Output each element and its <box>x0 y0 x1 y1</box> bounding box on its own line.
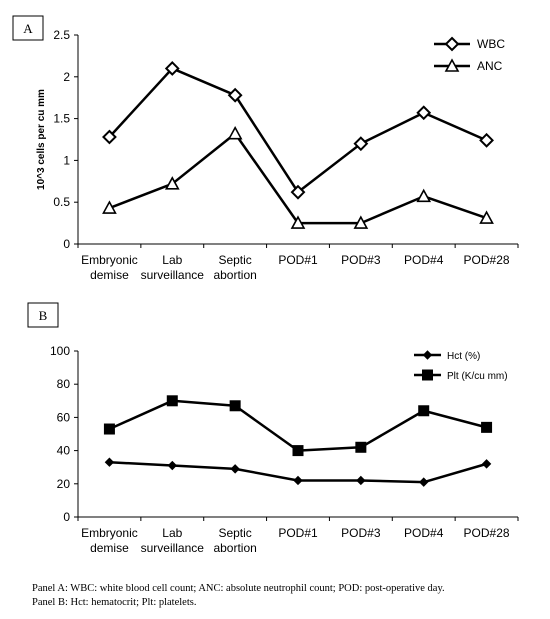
x-category-label-a: POD#1 <box>278 253 318 267</box>
data-point-a-1 <box>227 125 243 140</box>
data-point-b-0 <box>481 459 492 469</box>
data-point-b-1 <box>481 421 493 433</box>
y-tick-label-b: 80 <box>57 377 71 391</box>
panel-label-box-b <box>27 302 59 328</box>
data-point-a-1 <box>416 188 432 203</box>
data-point-b-0 <box>356 475 366 486</box>
x-category-label-a: Septic abortion <box>213 253 256 282</box>
data-point-a-0 <box>227 87 243 103</box>
panel-label-box-a <box>12 15 44 41</box>
data-point-a-0 <box>353 136 369 152</box>
y-axis-label-a: 10^3 cells per cu mm <box>36 89 47 190</box>
data-point-a-1 <box>479 210 494 224</box>
x-category-label-a: POD#28 <box>464 253 510 267</box>
legend-label-b-0: Hct (%) <box>447 351 480 362</box>
x-category-label-b: POD#28 <box>464 526 510 540</box>
legend-marker-a-0 <box>444 36 460 52</box>
data-point-b-0 <box>419 477 429 487</box>
caption-line-1: Panel A: WBC: white blood cell count; AN… <box>32 583 445 594</box>
data-point-a-1 <box>290 215 306 229</box>
caption-line-2: Panel B: Hct: hematocrit; Plt: platelets… <box>32 597 197 608</box>
series-line-b-1 <box>108 399 487 452</box>
y-tick-label-a: 0 <box>63 237 70 251</box>
y-tick-label-b: 20 <box>57 477 71 491</box>
data-point-b-1 <box>418 405 430 417</box>
x-category-label-b: POD#1 <box>278 526 318 540</box>
x-category-label-a: Lab surveillance <box>141 253 205 282</box>
legend-marker-a-1 <box>444 58 460 72</box>
series-a-1 <box>102 125 494 229</box>
y-tick-label-b: 0 <box>63 510 70 524</box>
y-tick-label-a: 2 <box>63 70 70 84</box>
data-point-b-1 <box>103 423 115 435</box>
legend-label-a-0: WBC <box>477 37 505 51</box>
series-a-0 <box>102 61 494 200</box>
data-point-b-0 <box>293 475 303 486</box>
legend-entry-b-0: Hct (%) <box>414 350 480 362</box>
legend-label-b-1: Plt (K/cu mm) <box>447 371 508 382</box>
data-point-a-0 <box>416 105 432 121</box>
legend-entry-a-1: ANC <box>434 58 503 73</box>
legend-entry-b-1: Plt (K/cu mm) <box>414 369 508 382</box>
data-point-a-1 <box>353 215 369 229</box>
y-tick-label-a: 1 <box>63 153 70 167</box>
legend-marker-b-1 <box>422 369 433 381</box>
data-point-a-1 <box>102 200 117 214</box>
data-point-b-0 <box>104 457 115 467</box>
y-tick-label-b: 100 <box>50 344 70 358</box>
data-point-a-0 <box>290 184 306 200</box>
x-category-label-a: POD#3 <box>341 253 381 267</box>
x-category-label-b: Septic abortion <box>213 526 256 555</box>
x-category-label-a: POD#4 <box>404 253 444 267</box>
x-category-label-b: POD#4 <box>404 526 444 540</box>
x-category-label-a: Embryonic demise <box>81 253 138 282</box>
x-category-label-b: Lab surveillance <box>141 526 205 555</box>
data-point-b-1 <box>229 400 241 412</box>
y-tick-label-a: 1.5 <box>53 112 70 126</box>
data-point-b-1 <box>292 445 304 457</box>
data-point-a-1 <box>164 176 180 190</box>
figure-caption: Panel A: WBC: white blood cell count; AN… <box>32 582 542 610</box>
y-tick-label-b: 40 <box>57 444 71 458</box>
y-tick-label-a: 2.5 <box>53 28 70 42</box>
x-category-label-b: Embryonic demise <box>81 526 138 555</box>
y-tick-label-b: 60 <box>57 410 71 424</box>
data-point-a-0 <box>102 129 117 145</box>
y-tick-label-a: 0.5 <box>53 195 70 209</box>
legend-entry-a-0: WBC <box>434 36 505 52</box>
data-point-a-0 <box>479 132 494 148</box>
series-line-a-1 <box>108 132 487 225</box>
series-b-0 <box>104 457 492 487</box>
legend-label-a-1: ANC <box>477 59 503 73</box>
x-category-label-b: POD#3 <box>341 526 381 540</box>
data-point-b-0 <box>167 460 177 471</box>
series-line-a-0 <box>108 67 488 194</box>
series-b-1 <box>103 395 493 457</box>
legend-marker-b-0 <box>422 350 433 360</box>
data-point-a-0 <box>164 61 180 76</box>
data-point-b-1 <box>355 441 367 453</box>
panel-label-a: A <box>23 21 33 36</box>
data-point-b-0 <box>230 464 240 474</box>
panel-label-b: B <box>39 308 48 323</box>
data-point-b-1 <box>166 395 178 407</box>
